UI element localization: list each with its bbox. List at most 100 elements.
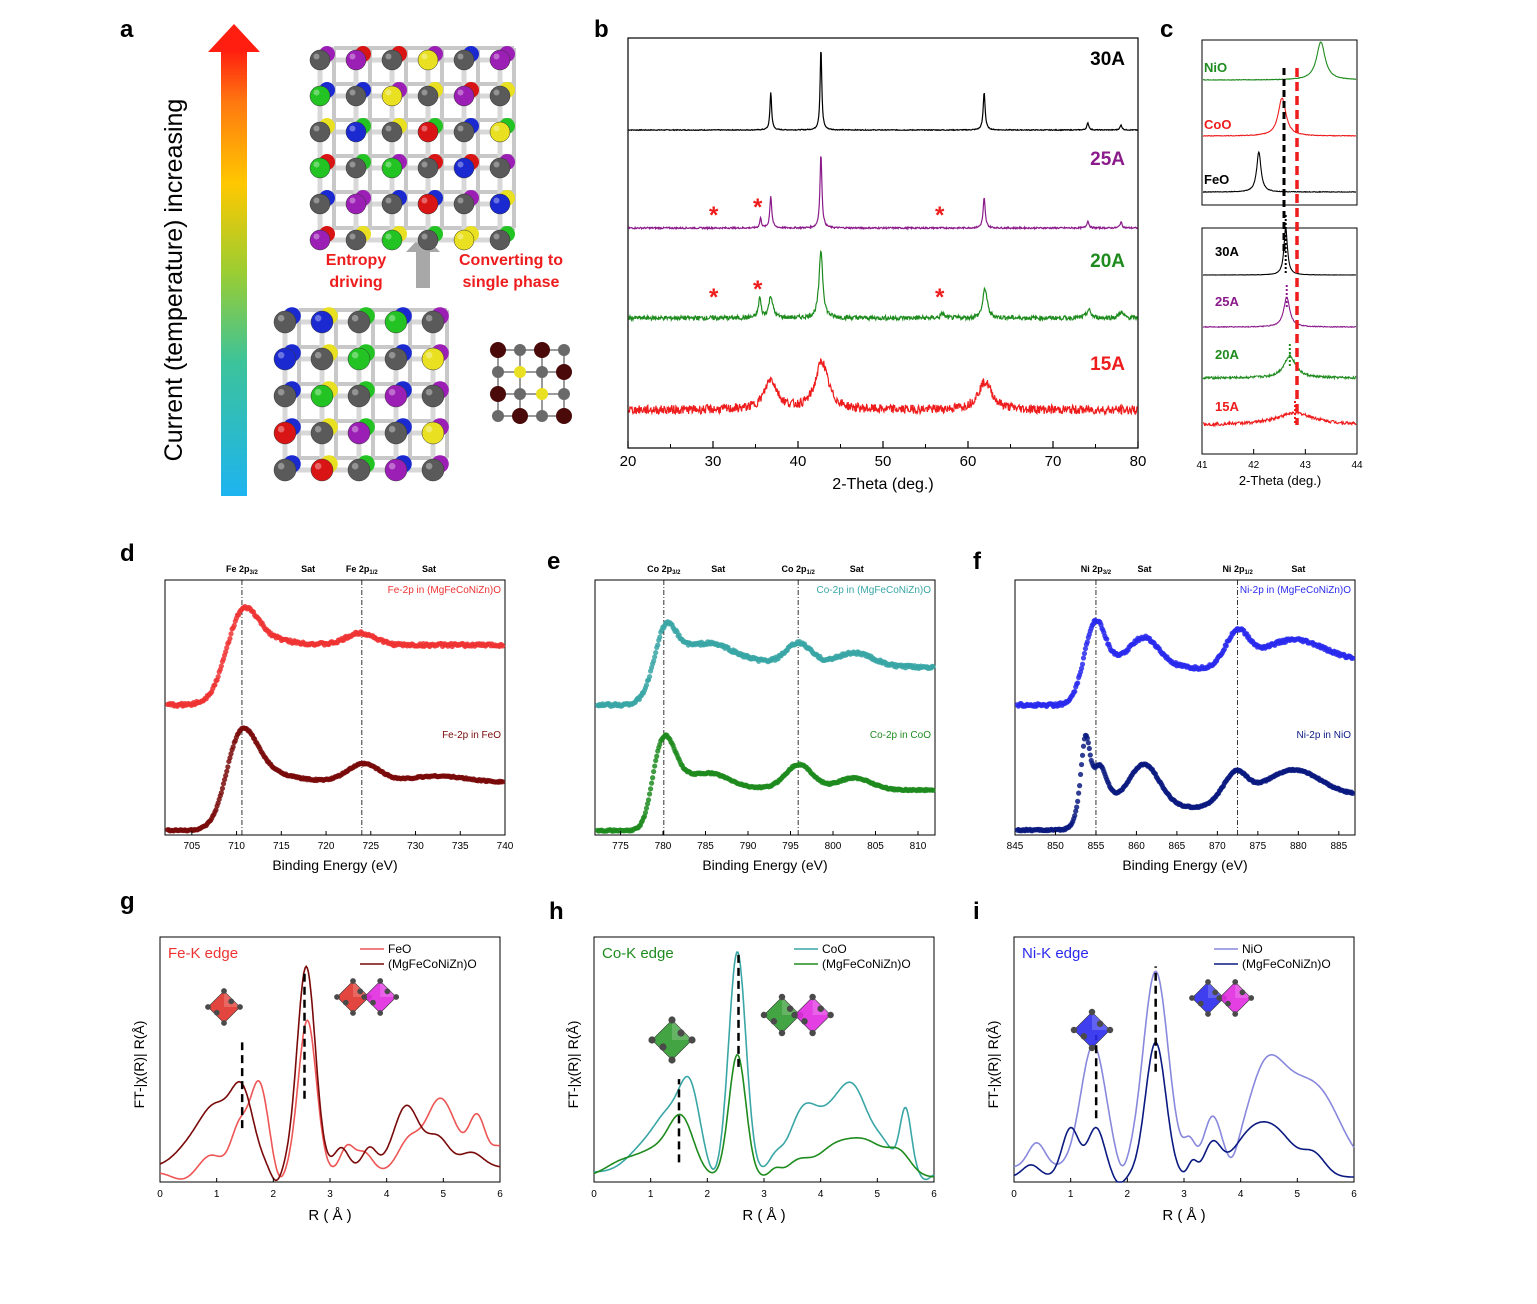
xps-top-data-point bbox=[1075, 680, 1081, 686]
panel-letter-g: g bbox=[120, 888, 135, 915]
oxygen-atom bbox=[668, 1016, 676, 1024]
converting-text-1: Converting to bbox=[459, 252, 563, 269]
xps-top-data-point bbox=[1078, 665, 1085, 671]
atom-sphere bbox=[453, 85, 475, 107]
xps-top-data-point bbox=[1081, 650, 1088, 657]
atom-sphere bbox=[345, 49, 367, 71]
oxygen-atom bbox=[1070, 1026, 1078, 1034]
oxygen-atom bbox=[827, 1011, 834, 1019]
peak-label-sat: Sat bbox=[301, 564, 315, 574]
atom-highlight bbox=[314, 388, 322, 396]
x-tick-label: 795 bbox=[782, 841, 799, 852]
oxygen-atom bbox=[809, 993, 816, 1001]
xps-bottom-data-point bbox=[221, 776, 228, 783]
atom-highlight bbox=[457, 53, 464, 60]
x-tick-label: 0 bbox=[157, 1189, 163, 1200]
label-feo: FeO bbox=[1204, 172, 1229, 187]
atom-highlight bbox=[277, 425, 285, 433]
oxygen-atom bbox=[688, 1036, 696, 1044]
x-tick-label: 2 bbox=[1125, 1189, 1131, 1200]
xps-bottom-data-point bbox=[1084, 735, 1090, 741]
x-tick-label: 875 bbox=[1250, 841, 1267, 852]
reference-pattern-line bbox=[1202, 97, 1356, 137]
xps-top-data-point bbox=[643, 682, 650, 688]
atom-sphere bbox=[384, 347, 408, 371]
x-tick-label: 775 bbox=[612, 841, 629, 852]
atom-highlight bbox=[351, 388, 359, 396]
bottom-series-label: Fe-2p in FeO bbox=[442, 730, 501, 741]
x-tick-label: 43 bbox=[1300, 460, 1312, 471]
x-tick-label: 790 bbox=[740, 841, 757, 852]
oxygen-atom bbox=[809, 1029, 816, 1037]
x-tick-label: 865 bbox=[1169, 841, 1186, 852]
atom-sphere bbox=[453, 121, 475, 143]
atom-highlight bbox=[313, 233, 320, 240]
oxygen-atom bbox=[760, 1011, 768, 1019]
atom-sphere bbox=[492, 366, 504, 378]
x-tick-label: 6 bbox=[931, 1189, 937, 1200]
xps-bottom-data-point bbox=[1086, 745, 1092, 752]
atom-highlight bbox=[457, 125, 464, 132]
exafs-ylabel: FT-|χ(R)| R(Å) bbox=[985, 1021, 1001, 1109]
arrow-label: Current (temperature) increasing bbox=[160, 99, 188, 462]
atom-sphere bbox=[309, 193, 331, 215]
oxygen-atom bbox=[1088, 1044, 1096, 1052]
xps-bottom-data-point bbox=[1080, 743, 1087, 749]
atom-sphere bbox=[558, 388, 570, 400]
atom-highlight bbox=[493, 125, 500, 132]
xps-top-data-point bbox=[653, 650, 659, 656]
x-tick-label: 44 bbox=[1351, 460, 1363, 471]
atom-highlight bbox=[388, 388, 396, 396]
x-tick-label: 710 bbox=[228, 841, 245, 852]
xps-bottom-data-point bbox=[651, 768, 657, 775]
xps-bottom-data-point bbox=[224, 768, 230, 774]
exafs-curve-A bbox=[159, 1019, 501, 1180]
atom-highlight bbox=[314, 351, 322, 359]
atom-sphere bbox=[273, 384, 297, 408]
atom-sphere bbox=[453, 49, 475, 71]
atom-sphere bbox=[384, 458, 408, 482]
oxygen-atom bbox=[1106, 1026, 1114, 1034]
xps-bottom-data-point bbox=[230, 744, 236, 750]
atom-highlight bbox=[425, 462, 433, 470]
atom-highlight bbox=[421, 233, 428, 240]
legend-label: (MgFeCoNiZn)O bbox=[1242, 957, 1331, 971]
exafs-xlabel: R ( Å ) bbox=[1162, 1207, 1205, 1224]
atom-sphere bbox=[309, 49, 331, 71]
atom-sphere bbox=[492, 410, 504, 422]
atom-highlight bbox=[313, 53, 320, 60]
atom-sphere bbox=[345, 193, 367, 215]
atom-sphere bbox=[273, 347, 297, 371]
peak-label-sat: Sat bbox=[422, 564, 436, 574]
xps-top-data-point bbox=[223, 649, 229, 655]
atom-sphere bbox=[345, 85, 367, 107]
oxygen-atom bbox=[1225, 1000, 1231, 1007]
atom-highlight bbox=[421, 53, 428, 60]
xps-top-data-point bbox=[1223, 643, 1229, 649]
atom-sphere bbox=[514, 366, 526, 378]
edge-title: Fe-K edge bbox=[168, 945, 238, 962]
xps-top-data-point bbox=[224, 645, 230, 651]
atom-sphere bbox=[273, 458, 297, 482]
atom-highlight bbox=[277, 314, 285, 322]
atom-sphere bbox=[417, 49, 439, 71]
atom-sphere bbox=[384, 310, 408, 334]
xps-bottom-data-point bbox=[1349, 790, 1356, 797]
oxygen-atom bbox=[668, 1056, 676, 1064]
gradient-arrow-shaft bbox=[221, 50, 247, 496]
x-tick-label: 2 bbox=[271, 1189, 277, 1200]
xps-top-data-point bbox=[228, 631, 234, 637]
panel-letter-h: h bbox=[549, 898, 564, 925]
xps-top-data-point bbox=[227, 635, 233, 642]
bottom-series-label: Co-2p in CoO bbox=[870, 730, 931, 741]
atom-highlight bbox=[314, 425, 322, 433]
atom-highlight bbox=[349, 89, 356, 96]
xps-top-data-point bbox=[1080, 655, 1087, 661]
atom-highlight bbox=[385, 233, 392, 240]
atom-highlight bbox=[349, 197, 356, 204]
panel-letter-d: d bbox=[120, 540, 135, 567]
atom-sphere bbox=[556, 364, 572, 380]
sample-pattern-line bbox=[1203, 410, 1357, 428]
exafs-curve-B bbox=[593, 1054, 935, 1178]
oxygen-atom bbox=[342, 999, 349, 1006]
